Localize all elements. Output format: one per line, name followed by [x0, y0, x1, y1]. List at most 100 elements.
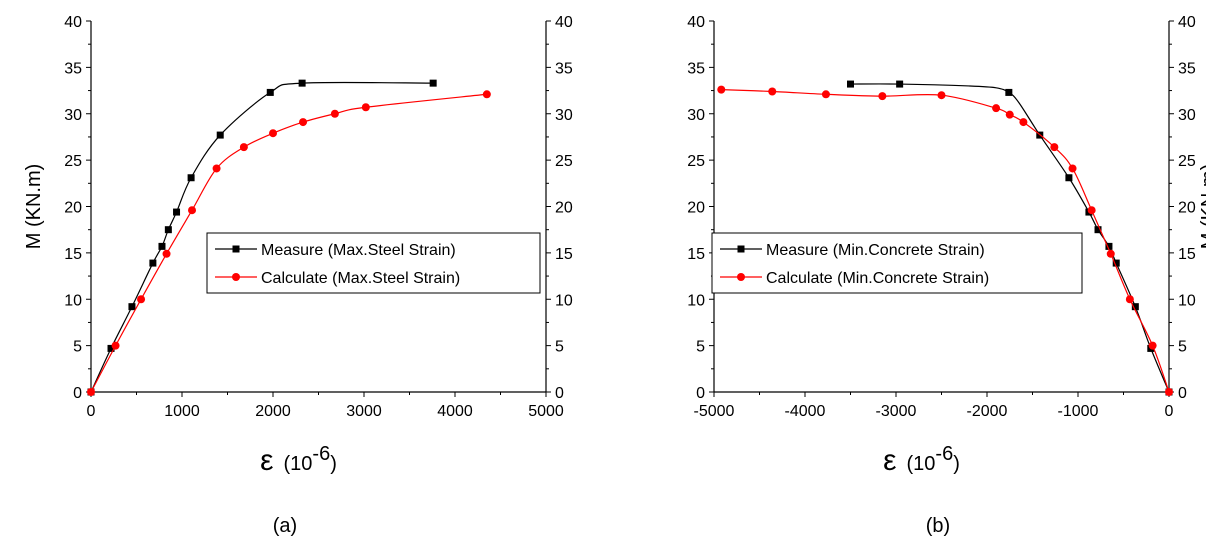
data-point: [188, 206, 197, 215]
x-axis-title-exponent: -6: [312, 443, 330, 465]
y-tick-label-right: 10: [555, 292, 573, 309]
x-tick-label: -1000: [1058, 403, 1099, 420]
data-point: [1105, 242, 1113, 250]
y-tick-label-left: 40: [64, 14, 82, 31]
data-point: [173, 208, 181, 216]
data-point: [298, 79, 306, 87]
x-axis-title: ε (10-6): [260, 443, 337, 477]
series-1: [87, 90, 491, 396]
y-tick-label-left: 25: [687, 153, 705, 170]
legend-label: Calculate (Min.Concrete Strain): [766, 270, 989, 287]
legend-label: Measure (Max.Steel Strain): [261, 242, 456, 259]
x-tick-label: -4000: [785, 403, 826, 420]
y-tick-label-left: 0: [696, 385, 705, 402]
data-point: [111, 341, 120, 350]
x-axis-title: ε (10-6): [883, 443, 960, 477]
data-point: [137, 295, 146, 304]
y-tick-label-left: 5: [73, 339, 82, 356]
legend-label: Calculate (Max.Steel Strain): [261, 270, 460, 287]
data-point: [269, 129, 277, 138]
data-point: [1087, 206, 1096, 215]
legend-box: [711, 232, 1083, 294]
x-tick-label: -3000: [876, 403, 917, 420]
legend-marker: [232, 245, 240, 253]
panel-label: (a): [273, 515, 297, 537]
data-point: [216, 131, 224, 139]
y-axis-title: M (KN.m): [1198, 164, 1206, 250]
data-point: [1165, 388, 1173, 396]
y-tick-label-right: 5: [1178, 339, 1187, 356]
data-point: [821, 90, 830, 99]
x-axis-title-close: ): [953, 453, 960, 475]
x-axis-title-symbol: ε: [260, 444, 273, 477]
data-point: [239, 143, 248, 152]
data-point: [266, 88, 274, 96]
data-point: [212, 164, 221, 173]
y-tick-label-left: 30: [64, 107, 82, 124]
data-point: [717, 85, 726, 94]
data-point: [847, 80, 854, 88]
x-tick-label: 3000: [346, 403, 382, 420]
data-point: [1148, 341, 1157, 350]
data-point: [878, 92, 887, 101]
data-point: [128, 303, 136, 311]
y-tick-label-right: 15: [1178, 246, 1196, 263]
x-tick-label: -5000: [694, 403, 735, 420]
y-tick-label-right: 10: [1178, 292, 1196, 309]
data-point: [992, 104, 1001, 113]
y-tick-label-right: 20: [1178, 200, 1196, 217]
panel-label: (b): [926, 515, 950, 537]
y-tick-label-right: 30: [555, 107, 573, 124]
y-tick-label-right: 30: [1178, 107, 1196, 124]
data-point: [162, 249, 171, 258]
y-tick-label-right: 0: [555, 385, 564, 402]
x-tick-label: 5000: [528, 403, 564, 420]
legend: Measure (Min.Concrete Strain) Calculate (…: [711, 232, 1083, 294]
data-point: [330, 109, 339, 118]
data-point: [429, 79, 437, 87]
legend-marker: [737, 245, 745, 253]
x-tick-label: 1000: [164, 403, 200, 420]
data-point: [1005, 88, 1013, 96]
data-point: [768, 87, 777, 96]
data-point: [1019, 118, 1028, 127]
y-tick-label-left: 20: [687, 200, 705, 217]
data-point: [1131, 303, 1139, 311]
data-point: [149, 259, 157, 267]
y-tick-label-right: 40: [555, 14, 573, 31]
y-tick-label-left: 0: [73, 385, 82, 402]
y-tick-label-right: 35: [1178, 60, 1196, 77]
x-tick-label: 4000: [437, 403, 473, 420]
x-axis-title-close: ): [330, 453, 337, 475]
y-tick-label-left: 10: [687, 292, 705, 309]
x-tick-label: -2000: [967, 403, 1008, 420]
data-point: [937, 91, 946, 100]
y-tick-label-right: 35: [555, 60, 573, 77]
y-tick-label-left: 40: [687, 14, 705, 31]
x-tick-label: 2000: [255, 403, 291, 420]
data-point: [1065, 174, 1073, 182]
x-tick-label: 0: [87, 403, 96, 420]
data-point: [107, 344, 115, 352]
data-point: [299, 118, 308, 127]
y-tick-label-left: 20: [64, 200, 82, 217]
y-tick-label-right: 25: [555, 153, 573, 170]
data-point: [482, 90, 491, 99]
data-point: [1106, 249, 1115, 258]
x-axis-title-unit: (10: [284, 453, 313, 475]
data-point: [1050, 143, 1059, 152]
legend-box: [206, 232, 541, 294]
data-point: [164, 226, 172, 234]
y-tick-label-left: 35: [64, 60, 82, 77]
legend: Measure (Max.Steel Strain) Calculate (Max…: [206, 232, 541, 294]
x-axis-title-exponent: -6: [935, 443, 953, 465]
y-tick-label-left: 5: [696, 339, 705, 356]
y-tick-label-right: 25: [1178, 153, 1196, 170]
y-tick-label-right: 20: [555, 200, 573, 217]
data-point: [158, 242, 166, 250]
data-point: [1068, 164, 1077, 173]
legend-marker: [737, 273, 745, 281]
series-1: [717, 85, 1173, 396]
y-tick-label-left: 15: [687, 246, 705, 263]
